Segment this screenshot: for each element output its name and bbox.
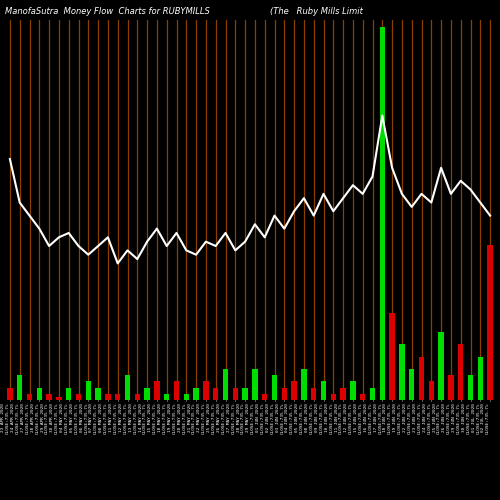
- Bar: [262, 394, 268, 400]
- Bar: [184, 394, 189, 400]
- Bar: [488, 245, 493, 400]
- Bar: [174, 382, 179, 400]
- Bar: [76, 394, 81, 400]
- Bar: [390, 313, 395, 400]
- Bar: [458, 344, 464, 400]
- Bar: [330, 394, 336, 400]
- Bar: [96, 388, 101, 400]
- Bar: [409, 369, 414, 400]
- Bar: [115, 394, 120, 400]
- Bar: [223, 369, 228, 400]
- Bar: [301, 369, 306, 400]
- Bar: [203, 382, 208, 400]
- Bar: [292, 382, 297, 400]
- Bar: [340, 388, 346, 400]
- Bar: [448, 375, 454, 400]
- Bar: [478, 356, 483, 400]
- Text: (The   Ruby Mills Limit: (The Ruby Mills Limit: [270, 8, 363, 16]
- Bar: [360, 394, 366, 400]
- Bar: [428, 382, 434, 400]
- Bar: [56, 397, 62, 400]
- Bar: [419, 356, 424, 400]
- Bar: [232, 388, 238, 400]
- Bar: [7, 388, 12, 400]
- Bar: [321, 382, 326, 400]
- Bar: [164, 394, 170, 400]
- Bar: [468, 375, 473, 400]
- Bar: [242, 388, 248, 400]
- Bar: [27, 394, 32, 400]
- Bar: [194, 388, 199, 400]
- Bar: [36, 388, 42, 400]
- Bar: [66, 388, 71, 400]
- Bar: [46, 394, 52, 400]
- Bar: [213, 388, 218, 400]
- Bar: [311, 388, 316, 400]
- Bar: [370, 388, 375, 400]
- Bar: [399, 344, 404, 400]
- Bar: [282, 388, 287, 400]
- Bar: [438, 332, 444, 400]
- Bar: [125, 375, 130, 400]
- Bar: [252, 369, 258, 400]
- Bar: [144, 388, 150, 400]
- Bar: [154, 382, 160, 400]
- Bar: [134, 394, 140, 400]
- Bar: [17, 375, 22, 400]
- Bar: [350, 382, 356, 400]
- Bar: [105, 394, 110, 400]
- Bar: [86, 382, 91, 400]
- Text: ManofaSutra  Money Flow  Charts for RUBYMILLS: ManofaSutra Money Flow Charts for RUBYMI…: [5, 8, 210, 16]
- Bar: [272, 375, 277, 400]
- Bar: [380, 28, 385, 400]
